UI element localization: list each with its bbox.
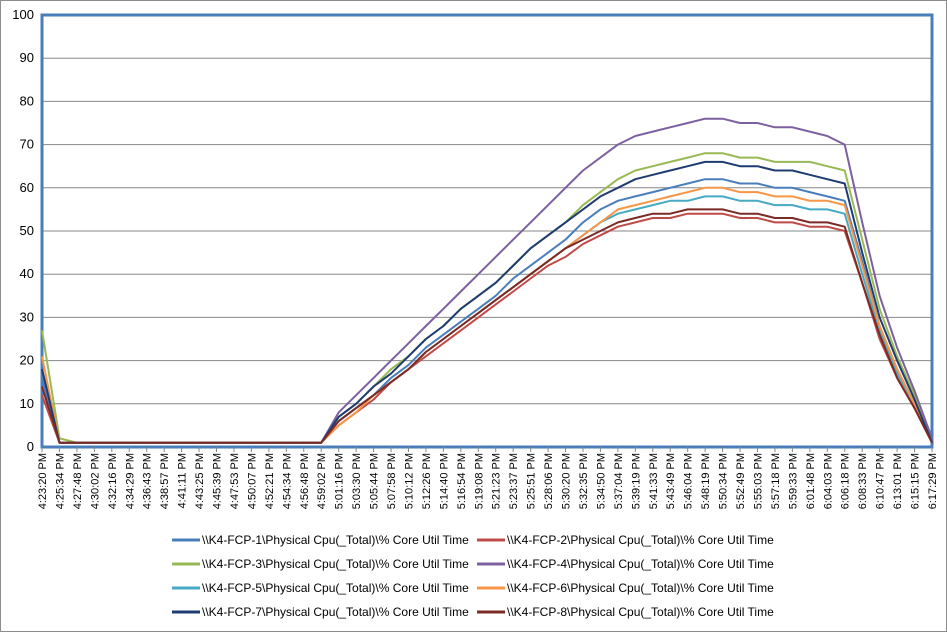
x-tick-label: 5:03:30 PM bbox=[351, 453, 363, 509]
series-line-3 bbox=[41, 152, 933, 444]
x-tick-label: 5:25:51 PM bbox=[526, 453, 538, 509]
x-tick-label: 5:50:34 PM bbox=[718, 453, 730, 509]
x-tick-label: 4:25:34 PM bbox=[54, 453, 66, 509]
x-tick-label: 4:38:57 PM bbox=[159, 453, 171, 509]
legend-label: \\K4-FCP-4\Physical Cpu(_Total)\% Core U… bbox=[507, 557, 774, 571]
series-line-8 bbox=[41, 208, 933, 444]
legend: \\K4-FCP-1\Physical Cpu(_Total)\% Core U… bbox=[172, 533, 774, 619]
x-tick-label: 4:56:48 PM bbox=[299, 453, 311, 509]
x-tick-label: 5:34:50 PM bbox=[595, 453, 607, 509]
x-tick-label: 5:30:20 PM bbox=[561, 453, 573, 509]
x-tick-label: 5:52:49 PM bbox=[735, 453, 747, 509]
series-line-5 bbox=[41, 195, 933, 444]
x-tick-label: 4:59:02 PM bbox=[316, 453, 328, 509]
x-tick-label: 5:32:35 PM bbox=[578, 453, 590, 509]
y-tick-label: 90 bbox=[20, 50, 34, 65]
x-tick-label: 4:23:20 PM bbox=[37, 453, 49, 509]
x-tick-label: 5:10:12 PM bbox=[403, 453, 415, 509]
x-tick-label: 5:07:58 PM bbox=[386, 453, 398, 509]
x-axis: 4:23:20 PM 4:25:34 PM 4:27:48 PM 4:30:02 PM… bbox=[37, 447, 939, 509]
x-tick-label: 4:54:34 PM bbox=[281, 453, 293, 509]
x-tick-label: 5:12:26 PM bbox=[421, 453, 433, 509]
x-tick-label: 6:01:48 PM bbox=[805, 453, 817, 509]
x-tick-label: 6:08:33 PM bbox=[857, 453, 869, 509]
legend-label: \\K4-FCP-3\Physical Cpu(_Total)\% Core U… bbox=[202, 557, 469, 571]
x-tick-label: 4:30:02 PM bbox=[89, 453, 101, 509]
x-tick-label: 6:06:18 PM bbox=[840, 453, 852, 509]
legend-label: \\K4-FCP-2\Physical Cpu(_Total)\% Core U… bbox=[507, 533, 774, 547]
x-tick-label: 5:14:40 PM bbox=[438, 453, 450, 509]
x-tick-label: 5:05:44 PM bbox=[369, 453, 381, 509]
y-tick-label: 70 bbox=[20, 137, 34, 152]
x-tick-label: 6:17:29 PM bbox=[927, 453, 939, 509]
x-tick-label: 5:57:18 PM bbox=[770, 453, 782, 509]
x-tick-label: 4:50:07 PM bbox=[246, 453, 258, 509]
x-tick-label: 5:46:04 PM bbox=[683, 453, 695, 509]
x-tick-label: 5:23:37 PM bbox=[508, 453, 520, 509]
y-tick-label: 60 bbox=[20, 180, 34, 195]
x-tick-label: 4:45:39 PM bbox=[212, 453, 224, 509]
x-tick-label: 4:32:16 PM bbox=[107, 453, 119, 509]
y-tick-label: 20 bbox=[20, 353, 34, 368]
x-tick-label: 5:48:19 PM bbox=[700, 453, 712, 509]
x-tick-label: 5:16:54 PM bbox=[456, 453, 468, 509]
x-tick-label: 5:55:03 PM bbox=[752, 453, 764, 509]
legend-label: \\K4-FCP-6\Physical Cpu(_Total)\% Core U… bbox=[507, 581, 774, 595]
x-tick-label: 6:15:15 PM bbox=[910, 453, 922, 509]
x-tick-label: 5:01:16 PM bbox=[334, 453, 346, 509]
y-tick-label: 50 bbox=[20, 223, 34, 238]
x-tick-label: 4:41:11 PM bbox=[177, 453, 189, 508]
x-tick-label: 4:27:48 PM bbox=[72, 453, 84, 509]
x-tick-label: 5:59:33 PM bbox=[787, 453, 799, 509]
x-tick-label: 4:52:21 PM bbox=[264, 453, 276, 509]
y-tick-label: 30 bbox=[20, 309, 34, 324]
x-tick-label: 4:47:53 PM bbox=[229, 453, 241, 509]
y-tick-label: 10 bbox=[20, 396, 34, 411]
y-tick-label: 100 bbox=[12, 7, 34, 22]
legend-label: \\K4-FCP-5\Physical Cpu(_Total)\% Core U… bbox=[202, 581, 469, 595]
x-tick-label: 4:36:43 PM bbox=[142, 453, 154, 509]
series-line-6 bbox=[41, 186, 933, 444]
x-tick-label: 5:28:06 PM bbox=[543, 453, 555, 509]
x-tick-label: 5:43:49 PM bbox=[665, 453, 677, 509]
x-tick-label: 6:04:03 PM bbox=[822, 453, 834, 509]
x-tick-label: 5:37:04 PM bbox=[613, 453, 625, 509]
x-tick-label: 6:13:01 PM bbox=[892, 453, 904, 509]
x-tick-label: 6:10:47 PM bbox=[875, 453, 887, 509]
y-tick-label: 80 bbox=[20, 93, 34, 108]
x-tick-label: 5:39:19 PM bbox=[630, 453, 642, 509]
x-tick-label: 4:34:29 PM bbox=[124, 453, 136, 509]
x-tick-label: 4:43:25 PM bbox=[194, 453, 206, 509]
legend-label: \\K4-FCP-7\Physical Cpu(_Total)\% Core U… bbox=[202, 605, 469, 619]
y-tick-label: 0 bbox=[27, 439, 34, 454]
y-tick-label: 40 bbox=[20, 266, 34, 281]
plot-area-border bbox=[40, 13, 934, 449]
series-line-2 bbox=[41, 212, 933, 444]
x-tick-label: 5:21:23 PM bbox=[491, 453, 503, 509]
legend-label: \\K4-FCP-1\Physical Cpu(_Total)\% Core U… bbox=[202, 533, 469, 547]
legend-label: \\K4-FCP-8\Physical Cpu(_Total)\% Core U… bbox=[507, 605, 774, 619]
series-line-4 bbox=[41, 117, 933, 444]
x-tick-label: 5:41:33 PM bbox=[648, 453, 660, 509]
x-tick-label: 5:19:08 PM bbox=[473, 453, 485, 509]
